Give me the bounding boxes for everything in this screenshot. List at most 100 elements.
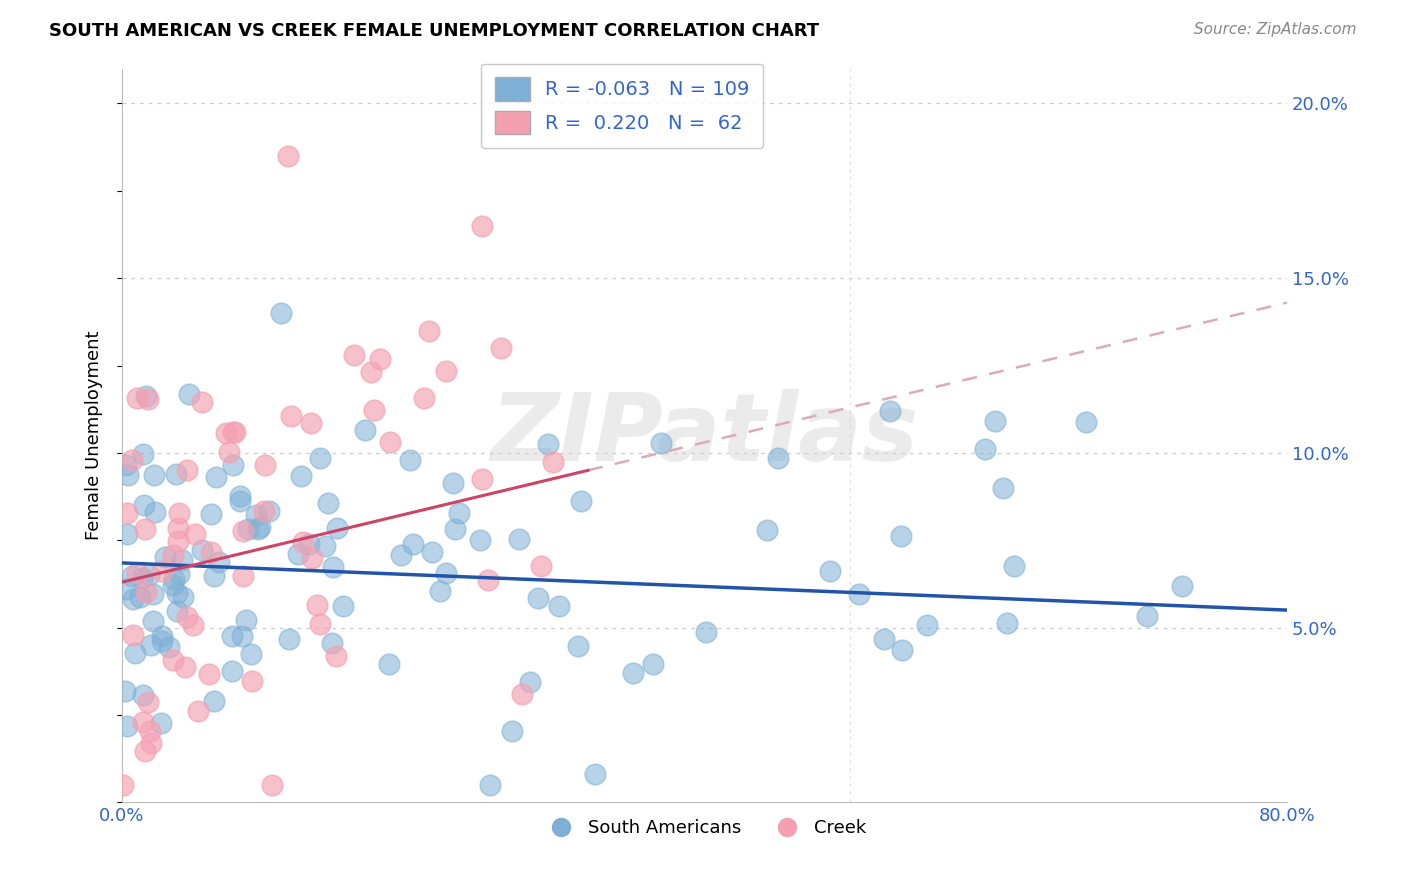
Point [131,714,153,729]
Point [280,409,302,423]
Point [501,724,523,739]
Point [583,766,606,780]
Y-axis label: Female Unemployment: Female Unemployment [86,331,103,541]
Point [198,666,221,681]
Point [136,695,159,709]
Point [537,437,560,451]
Point [204,694,226,708]
Point [891,643,914,657]
Point [756,523,779,537]
Point [290,468,312,483]
Point [112,778,135,792]
Point [134,523,156,537]
Point [166,586,188,600]
Point [287,548,309,562]
Point [224,425,246,439]
Point [543,455,565,469]
Point [150,629,173,643]
Point [567,639,589,653]
Point [150,633,173,648]
Point [429,583,451,598]
Point [187,704,209,718]
Point [322,560,344,574]
Point [245,508,267,522]
Point [240,673,263,688]
Point [115,718,138,732]
Point [489,342,512,356]
Point [471,472,494,486]
Point [354,423,377,437]
Point [252,504,274,518]
Point [468,533,491,548]
Point [150,564,173,578]
Point [254,458,277,472]
Point [873,632,896,646]
Point [326,521,349,535]
Point [321,635,343,649]
Point [177,387,200,401]
Point [128,591,150,605]
Point [163,573,186,587]
Point [232,569,254,583]
Point [150,716,173,731]
Point [308,450,330,465]
Point [643,657,665,671]
Point [231,629,253,643]
Point [402,536,425,550]
Point [1002,559,1025,574]
Point [270,306,292,320]
Point [547,599,569,614]
Point [162,578,184,592]
Point [134,744,156,758]
Point [291,534,314,549]
Point [153,550,176,565]
Text: ZIPatlas: ZIPatlas [491,390,918,482]
Point [441,476,464,491]
Point [138,392,160,406]
Point [135,389,157,403]
Point [202,569,225,583]
Point [191,542,214,557]
Point [262,778,284,792]
Point [165,467,187,481]
Point [915,618,938,632]
Point [141,638,163,652]
Point [132,447,155,461]
Point [127,566,149,580]
Point [510,687,533,701]
Point [249,520,271,534]
Point [205,469,228,483]
Point [222,458,245,472]
Point [125,392,148,406]
Point [307,598,329,612]
Point [377,657,399,672]
Point [343,347,366,361]
Point [621,665,644,680]
Point [471,219,494,233]
Point [169,567,191,582]
Point [412,391,434,405]
Point [229,494,252,508]
Point [184,526,207,541]
Point [848,587,870,601]
Point [477,574,499,588]
Point [277,632,299,646]
Point [995,615,1018,630]
Point [650,435,672,450]
Point [166,533,188,548]
Point [238,522,260,536]
Point [169,506,191,520]
Point [162,548,184,562]
Point [114,458,136,472]
Point [221,425,243,439]
Text: SOUTH AMERICAN VS CREEK FEMALE UNEMPLOYMENT CORRELATION CHART: SOUTH AMERICAN VS CREEK FEMALE UNEMPLOYM… [49,22,820,40]
Point [434,566,457,580]
Point [157,640,180,654]
Point [247,522,270,536]
Point [309,616,332,631]
Point [117,468,139,483]
Point [167,521,190,535]
Point [200,507,222,521]
Point [314,539,336,553]
Point [301,551,323,566]
